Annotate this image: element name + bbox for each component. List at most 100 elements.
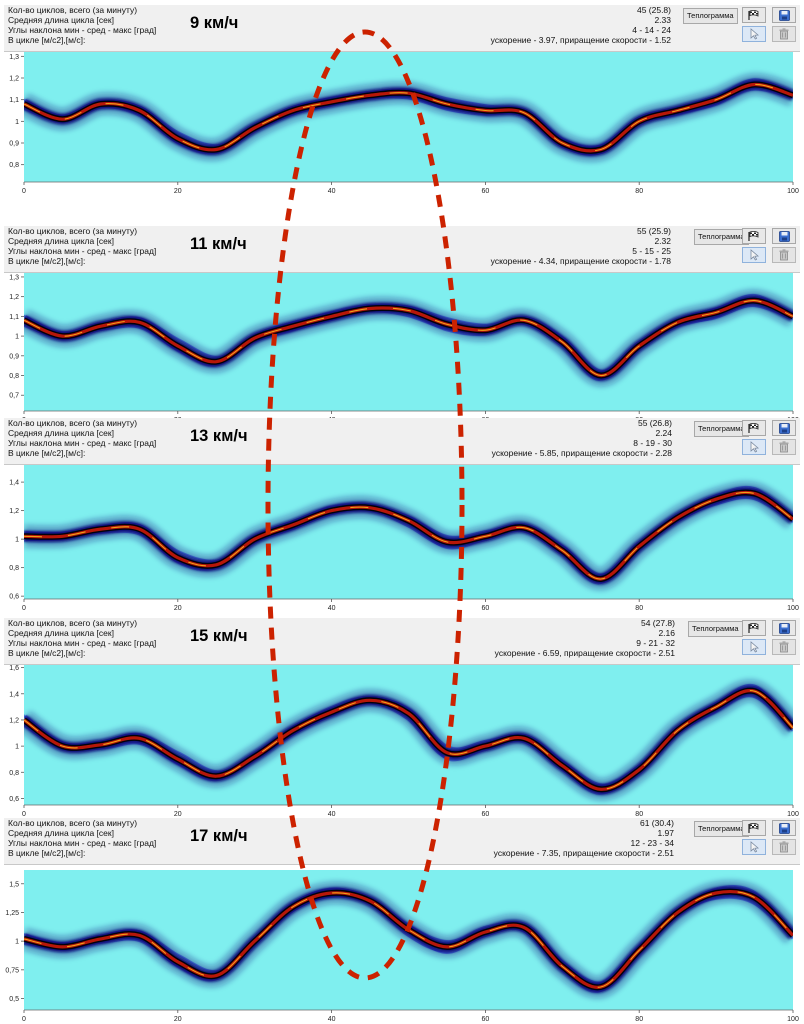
y-tick-label: 1,1 [9,97,19,104]
stat-label: В цикле [м/с2],[м/с]: [8,848,86,858]
y-tick-label: 0,8 [9,162,19,169]
x-tick-label: 20 [174,188,182,195]
stat-label: В цикле [м/с2],[м/с]: [8,256,86,266]
save-icon [778,422,790,434]
red-dashed-ellipse-annotation [265,29,465,981]
stat-label: В цикле [м/с2],[м/с]: [8,35,86,45]
stat-label: Углы наклона мин - сред - макс [град] [8,25,157,35]
cursor-button[interactable] [742,639,766,655]
stat-value: 2.33 [654,15,671,25]
delete-button[interactable] [772,247,796,263]
delete-button[interactable] [772,839,796,855]
stat-label: Средняя длина цикла [сек] [8,236,114,246]
panel-header: Кол-во циклов, всего (за минуту) Средняя … [4,5,800,52]
stat-label: Средняя длина цикла [сек] [8,15,114,25]
cursor-button[interactable] [742,26,766,42]
delete-button[interactable] [772,639,796,655]
y-tick-label: 0,8 [9,565,19,572]
cursor-button[interactable] [742,839,766,855]
save-icon [778,230,790,242]
cursor-icon [749,441,760,453]
stat-value: 54 (27.8) [640,618,675,628]
delete-button[interactable] [772,439,796,455]
x-tick-label: 0 [22,188,26,195]
y-tick-label: 1,2 [9,294,19,301]
x-tick-label: 60 [482,605,490,612]
x-tick-label: 0 [22,605,26,612]
y-tick-label: 1,2 [9,508,19,515]
x-tick-label: 60 [482,188,490,195]
save-button[interactable] [772,228,796,244]
delete-icon [779,641,789,653]
stat-label: Углы наклона мин - сред - макс [град] [8,838,157,848]
flag-button[interactable] [742,820,766,836]
y-tick-label: 1,2 [9,76,19,83]
stat-value: 2.32 [654,236,671,246]
trace-group [24,289,793,387]
stat-label: Кол-во циклов, всего (за минуту) [8,226,138,236]
y-tick-label: 1 [15,939,19,946]
trace-hot [24,491,793,580]
flag-button[interactable] [742,620,766,636]
y-tick-label: 1 [15,334,19,341]
x-tick-label: 20 [174,605,182,612]
x-tick-label: 40 [328,188,336,195]
x-tick-label: 40 [328,811,336,818]
speed-label: 13 км/ч [190,427,248,445]
y-tick-label: 0,6 [9,796,19,803]
save-button[interactable] [772,620,796,636]
flag-button[interactable] [742,420,766,436]
stat-value: 4 - 14 - 24 [632,25,671,35]
save-button[interactable] [772,820,796,836]
y-tick-label: 1,25 [5,910,19,917]
heatmap-chart: 0,6 0,8 1 1,2 1,4 0 20 40 60 80 100 [9,465,799,612]
x-tick-label: 100 [787,605,799,612]
stat-value: 61 (30.4) [639,818,674,828]
y-tick-label: 0,6 [9,594,19,601]
y-tick-label: 0,75 [5,967,19,974]
y-tick-label: 0,9 [9,353,19,360]
cursor-button[interactable] [742,439,766,455]
y-tick-label: 1 [15,537,19,544]
panel-header: Кол-во циклов, всего (за минуту) Средняя … [4,618,800,665]
delete-icon [779,28,789,40]
x-tick-label: 80 [635,1016,643,1023]
cursor-button[interactable] [742,247,766,263]
stat-label: Углы наклона мин - сред - макс [град] [8,246,157,256]
heatmap-chart: 0,8 0,9 1 1,1 1,2 1,3 0 20 40 60 80 100 [9,52,799,195]
flag-button[interactable] [742,7,766,23]
teplogram-button[interactable]: Теплограмма [683,8,738,24]
save-button[interactable] [772,420,796,436]
speed-label: 17 км/ч [190,827,248,845]
stat-label: Углы наклона мин - сред - макс [град] [8,438,157,448]
teplogram-button[interactable]: Теплограмма [694,421,749,437]
y-tick-label: 0,8 [9,770,19,777]
stat-value: 2.24 [655,428,672,438]
x-tick-label: 80 [635,605,643,612]
stat-label: Средняя длина цикла [сек] [8,628,114,638]
stat-value: 12 - 23 - 34 [630,838,674,848]
delete-icon [779,441,789,453]
save-icon [778,622,790,634]
save-icon [778,822,790,834]
y-tick-label: 0,7 [9,393,19,400]
trace-group [24,481,793,590]
checkered-flag-icon [748,422,760,434]
save-icon [778,9,790,21]
delete-button[interactable] [772,26,796,42]
y-tick-label: 1,4 [9,480,19,487]
y-tick-label: 1,4 [9,691,19,698]
x-tick-label: 0 [22,1016,26,1023]
flag-button[interactable] [742,228,766,244]
heatmap-chart: 0,6 0,8 1 1,2 1,4 1,6 0 20 40 60 80 100 [9,665,799,818]
trace-hot [24,83,793,152]
save-button[interactable] [772,7,796,23]
y-tick-label: 1 [15,119,19,126]
speed-label: 9 км/ч [190,14,239,32]
stat-value: 55 (25.9) [636,226,671,236]
plot-area [24,273,793,411]
panel-header: Кол-во циклов, всего (за минуту) Средняя … [4,418,800,465]
stat-value: 45 (25.8) [636,5,671,15]
x-tick-label: 60 [482,1016,490,1023]
